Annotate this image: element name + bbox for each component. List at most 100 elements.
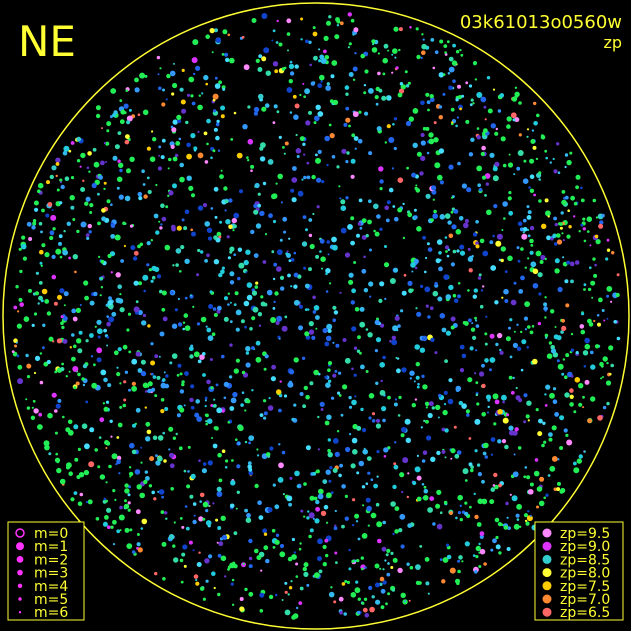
star — [596, 314, 600, 317]
star — [279, 275, 285, 280]
star — [443, 274, 450, 280]
star — [125, 89, 129, 92]
star — [457, 494, 464, 501]
star — [62, 338, 68, 344]
star — [128, 471, 134, 477]
star — [529, 330, 534, 335]
star — [533, 193, 536, 197]
star — [227, 292, 230, 295]
star — [443, 390, 448, 395]
star — [295, 562, 299, 566]
star — [376, 475, 379, 478]
star — [265, 70, 271, 76]
star — [389, 339, 392, 343]
star — [530, 139, 536, 144]
star — [140, 461, 143, 464]
star — [113, 350, 119, 356]
star — [260, 569, 263, 572]
star — [131, 358, 138, 365]
star — [398, 27, 403, 32]
star — [456, 450, 462, 455]
star — [308, 110, 312, 115]
star — [490, 437, 496, 442]
star — [48, 336, 54, 342]
star — [124, 139, 130, 145]
star — [503, 525, 509, 530]
star — [51, 254, 56, 259]
star — [63, 304, 66, 307]
star — [202, 501, 209, 508]
star — [365, 482, 369, 486]
star — [328, 479, 332, 483]
star — [127, 493, 131, 497]
star — [72, 366, 79, 372]
star — [442, 92, 446, 96]
star — [327, 438, 331, 442]
star — [206, 142, 209, 146]
star — [443, 500, 448, 505]
star — [204, 160, 209, 164]
star — [582, 350, 589, 356]
star — [355, 520, 359, 523]
star — [348, 42, 352, 46]
star — [400, 433, 405, 438]
star — [179, 87, 184, 92]
star — [533, 101, 537, 106]
star — [399, 82, 404, 86]
star — [273, 300, 276, 304]
star — [351, 437, 358, 444]
star — [580, 186, 583, 190]
star — [481, 479, 485, 484]
star — [176, 373, 180, 377]
star — [436, 523, 443, 530]
star — [580, 198, 585, 203]
star — [93, 161, 100, 168]
star — [116, 529, 121, 534]
star — [581, 312, 585, 316]
star — [124, 499, 127, 503]
star — [233, 531, 238, 536]
star — [427, 108, 430, 112]
star — [557, 171, 561, 174]
star — [303, 266, 307, 270]
star — [481, 383, 486, 389]
star — [296, 155, 300, 158]
star — [384, 559, 387, 562]
star — [615, 292, 620, 298]
star — [381, 406, 387, 412]
star — [380, 379, 383, 383]
star — [482, 285, 485, 288]
star — [382, 57, 389, 64]
star — [375, 102, 379, 106]
star — [327, 379, 332, 383]
star — [204, 396, 208, 400]
star — [207, 460, 213, 466]
star — [535, 157, 539, 161]
star — [218, 272, 223, 278]
star — [112, 155, 118, 161]
star — [149, 156, 156, 162]
star — [332, 244, 338, 251]
star — [271, 528, 276, 533]
star — [324, 420, 330, 426]
star — [241, 35, 245, 39]
star — [515, 386, 518, 390]
star — [327, 329, 332, 333]
star — [143, 194, 148, 199]
star — [232, 224, 237, 229]
star — [499, 348, 502, 352]
star — [444, 456, 447, 459]
star — [352, 498, 356, 502]
star — [492, 484, 496, 487]
star — [339, 291, 342, 294]
star — [528, 489, 534, 495]
star — [353, 136, 359, 141]
star — [204, 259, 209, 263]
star — [370, 512, 377, 519]
star — [119, 505, 123, 510]
star — [433, 209, 437, 214]
star — [264, 233, 268, 236]
star — [284, 590, 288, 594]
star — [324, 341, 330, 347]
star — [136, 484, 142, 490]
